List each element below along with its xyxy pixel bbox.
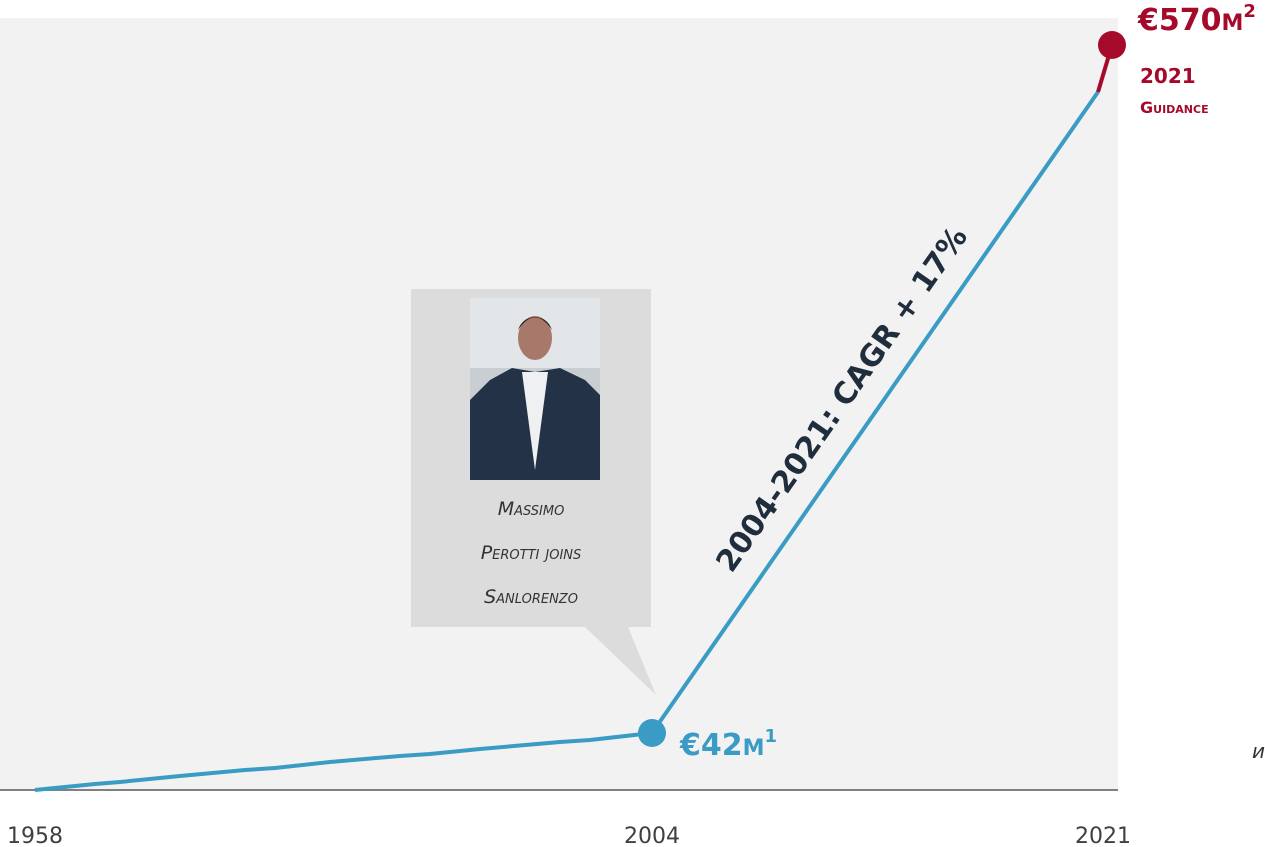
unit: M	[743, 736, 765, 761]
x-tick-label: 2021	[1075, 824, 1131, 847]
page: Massimo Perotti joins Sanlorenzo 2004-20…	[0, 0, 1265, 847]
callout-text: Perotti joins	[481, 542, 582, 564]
guidance-year: 2021	[1140, 64, 1196, 88]
edge-text: и	[1252, 739, 1265, 763]
milestone-point	[638, 719, 666, 747]
photo	[470, 298, 600, 480]
note: 1	[765, 726, 778, 747]
amount: €570	[1137, 3, 1222, 38]
chart: Massimo Perotti joins Sanlorenzo 2004-20…	[0, 0, 1265, 847]
callout-text: Sanlorenzo	[484, 586, 578, 608]
guidance-point	[1098, 31, 1126, 59]
amount: €42	[679, 728, 743, 763]
callout-text: Massimo	[498, 498, 565, 520]
end-value: €570M2	[1137, 1, 1256, 38]
guidance-text: Guidance	[1140, 98, 1209, 117]
unit: M	[1222, 11, 1244, 36]
x-tick-label: 2004	[624, 824, 680, 847]
note: 2	[1243, 1, 1256, 22]
x-tick-label: 1958	[7, 824, 63, 847]
